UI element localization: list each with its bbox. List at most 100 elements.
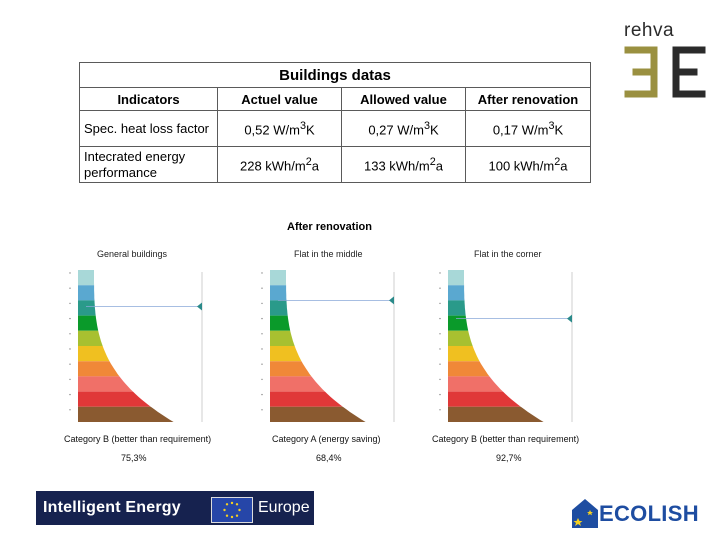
- axis-tick: [69, 363, 71, 365]
- energy-class-band: [448, 361, 490, 377]
- energy-class-band: [270, 346, 302, 362]
- header-actuel-value: Actuel value: [217, 87, 342, 111]
- axis-tick: [69, 287, 71, 289]
- renovation-marker-arrow: [567, 314, 572, 323]
- energy-class-band: [448, 300, 466, 316]
- renovation-marker-arrow: [197, 302, 202, 311]
- energy-class-band: [78, 376, 133, 392]
- header-after-renovation: After renovation: [465, 87, 591, 111]
- actuel-value-cell: 0,52 W/m3K: [217, 110, 342, 147]
- chart-percent-middle: 68,4%: [316, 453, 342, 463]
- energy-class-band: [448, 285, 465, 301]
- axis-tick: [261, 378, 263, 381]
- intelligent-energy-europe-banner: Intelligent Energy Europe: [36, 491, 314, 525]
- table-row: Spec. heat loss factor 0,52 W/m3K 0,27 W…: [79, 110, 591, 147]
- axis-tick: [69, 333, 71, 335]
- buildings-data-table: Buildings datas Indicators Actuel value …: [79, 62, 591, 183]
- energy-class-chart-general: [69, 270, 203, 422]
- energy-class-chart-corner: [439, 270, 573, 422]
- energy-class-band: [270, 361, 312, 377]
- rehva-38-emblem-icon: [624, 46, 706, 98]
- axis-tick: [439, 317, 441, 320]
- energy-class-band: [78, 330, 103, 346]
- energy-class-band: [448, 315, 469, 331]
- after-renovation-cell: 0,17 W/m3K: [465, 110, 591, 147]
- chart-subtitle-middle: Flat in the middle: [294, 249, 363, 259]
- axis-tick: [69, 348, 71, 350]
- energy-class-band: [448, 391, 521, 407]
- header-allowed-value: Allowed value: [341, 87, 466, 111]
- axis-tick: [439, 409, 441, 411]
- energy-class-band: [78, 361, 120, 377]
- energy-class-band: [270, 285, 287, 301]
- axis-tick: [261, 287, 263, 289]
- axis-tick: [261, 393, 263, 396]
- axis-tick: [261, 272, 263, 274]
- actuel-value-cell: 228 kWh/m2a: [217, 146, 342, 183]
- chart-subtitle-corner: Flat in the corner: [474, 249, 542, 259]
- axis-tick: [69, 317, 71, 320]
- indicator-cell: Spec. heat loss factor: [79, 110, 218, 147]
- intelligent-energy-text: Intelligent Energy: [43, 499, 181, 516]
- axis-tick: [439, 287, 441, 289]
- energy-class-band: [448, 270, 465, 286]
- energy-class-band: [78, 391, 151, 407]
- energy-class-band: [78, 315, 99, 331]
- axis-tick: [439, 378, 441, 381]
- energy-class-band: [78, 270, 95, 286]
- energy-class-band: [78, 285, 95, 301]
- chart-caption-corner: Category B (better than requirement): [432, 434, 580, 444]
- house-stars-icon: [572, 499, 598, 528]
- energy-class-band: [448, 330, 473, 346]
- rehva-logo-text: rehva: [624, 20, 675, 41]
- energy-class-band: [270, 330, 295, 346]
- energy-class-band: [270, 406, 366, 422]
- axis-tick: [261, 317, 263, 320]
- chart-percent-general: 75,3%: [121, 453, 147, 463]
- ecolish-text: ECOLISH: [599, 501, 699, 526]
- energy-class-band: [270, 270, 287, 286]
- table-title: Buildings datas: [79, 62, 591, 88]
- header-indicators: Indicators: [79, 87, 218, 111]
- chart-caption-middle: Category A (energy saving): [272, 434, 381, 444]
- axis-tick: [439, 363, 441, 365]
- axis-tick: [261, 302, 263, 305]
- energy-class-band: [78, 346, 110, 362]
- energy-class-band: [448, 376, 503, 392]
- energy-class-band: [270, 300, 288, 316]
- energy-class-band: [448, 346, 480, 362]
- rehva-logo: rehva: [624, 20, 708, 102]
- axis-tick: [439, 393, 441, 396]
- chart-percent-corner: 92,7%: [496, 453, 522, 463]
- axis-tick: [439, 333, 441, 335]
- energy-class-band: [270, 391, 343, 407]
- after-renovation-cell: 100 kWh/m2a: [465, 146, 591, 183]
- axis-tick: [439, 272, 441, 274]
- energy-class-band: [78, 300, 96, 316]
- axis-tick: [69, 302, 71, 305]
- axis-tick: [69, 393, 71, 396]
- renovation-marker-arrow: [389, 296, 394, 305]
- energy-class-band: [270, 315, 291, 331]
- chart-caption-general: Category B (better than requirement): [64, 434, 212, 444]
- ecolish-logo: ECOLISH: [570, 496, 710, 532]
- charts-title: After renovation: [287, 221, 372, 233]
- axis-tick: [261, 348, 263, 350]
- axis-tick: [69, 272, 71, 274]
- eu-flag-icon: [211, 497, 253, 523]
- axis-tick: [261, 363, 263, 365]
- chart-subtitle-general: General buildings: [97, 249, 168, 259]
- axis-tick: [261, 333, 263, 335]
- energy-class-band: [270, 376, 325, 392]
- axis-tick: [261, 409, 263, 411]
- table-row: Intecrated energy performance 228 kWh/m2…: [79, 146, 591, 183]
- energy-class-chart-middle: [261, 270, 395, 422]
- axis-tick: [69, 378, 71, 381]
- axis-tick: [439, 302, 441, 305]
- energy-class-band: [448, 406, 544, 422]
- allowed-value-cell: 133 kWh/m2a: [341, 146, 466, 183]
- axis-tick: [439, 348, 441, 350]
- indicator-cell: Intecrated energy performance: [79, 146, 218, 183]
- europe-text: Europe: [258, 499, 310, 516]
- axis-tick: [69, 409, 71, 411]
